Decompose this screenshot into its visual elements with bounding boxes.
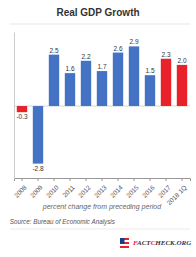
bar xyxy=(145,75,155,106)
data-label: 2.5 xyxy=(49,47,58,54)
x-tick-mark xyxy=(134,178,135,181)
bar xyxy=(177,65,187,106)
separator xyxy=(10,24,190,25)
x-tick: 2014 xyxy=(109,178,124,199)
flag-stripe xyxy=(120,244,129,246)
logo-flag xyxy=(120,238,129,248)
logo-part: HECK xyxy=(154,239,176,247)
bar xyxy=(113,53,123,106)
x-tick-label: 2016 xyxy=(141,183,156,198)
source: Source: Bureau of Economic Analysis xyxy=(10,218,116,226)
x-tick: 2018 1Q xyxy=(165,178,188,207)
x-tick-mark xyxy=(22,178,23,181)
data-label: 1.5 xyxy=(145,67,154,74)
x-tick-label: 2008 xyxy=(13,183,28,198)
bar xyxy=(17,106,27,112)
data-label: 2.9 xyxy=(129,38,138,45)
x-tick: 2013 xyxy=(93,178,108,199)
bar xyxy=(161,59,171,106)
x-tick: 2012 xyxy=(77,178,92,199)
x-axis-line xyxy=(15,179,191,182)
logo-part: .ORG xyxy=(175,239,192,247)
x-tick: 2010 xyxy=(45,178,60,199)
y-axis-line xyxy=(14,33,15,179)
data-label: 2.3 xyxy=(161,51,170,58)
x-tick-label: 2010 xyxy=(45,183,60,198)
data-label: 1.6 xyxy=(65,65,74,72)
data-label: 2.0 xyxy=(177,57,186,64)
bar xyxy=(81,61,91,106)
x-tick: 2016 xyxy=(141,178,156,199)
title: Real GDP Growth xyxy=(56,7,139,18)
x-tick-mark xyxy=(70,178,71,181)
chart-container: Real GDP Growth -0.3 -2.8 2.5 1.6 2.2 1.7 2.6 2.… xyxy=(0,0,196,257)
x-tick-label: 2009 xyxy=(29,183,44,198)
data-label: -0.3 xyxy=(16,113,28,120)
y-axis xyxy=(14,33,15,179)
data-labels: -0.3 -2.8 2.5 1.6 2.2 1.7 2.6 2.9 1.5 2.3 2.0 xyxy=(16,38,186,171)
bar xyxy=(65,73,75,106)
chart: Real GDP Growth -0.3 -2.8 2.5 1.6 2.2 1.7 2.6 2.… xyxy=(0,0,196,257)
bar xyxy=(129,46,139,106)
bar xyxy=(97,71,107,106)
x-tick-label: 2012 xyxy=(77,183,92,198)
x-tick-label: 2011 xyxy=(61,183,76,198)
x-tick-mark xyxy=(166,178,167,181)
bar xyxy=(33,106,43,164)
separator xyxy=(10,229,190,230)
data-label: 2.6 xyxy=(113,45,122,52)
x-tick-mark xyxy=(118,178,119,181)
x-tick-mark xyxy=(102,178,103,181)
logo-text: FACTCHECK.ORG xyxy=(133,239,191,247)
x-tick-mark xyxy=(54,178,55,181)
data-label: 2.2 xyxy=(81,53,90,60)
x-tick-label: 2013 xyxy=(93,183,108,198)
x-tick: 2008 xyxy=(13,178,28,199)
bars xyxy=(14,46,190,163)
logo-part: ACT xyxy=(136,239,151,247)
x-tick: 2011 xyxy=(61,178,76,199)
bar xyxy=(49,55,59,106)
x-tick-label: 2015 xyxy=(125,183,140,198)
x-tick: 2009 xyxy=(29,178,44,199)
flag-stripe xyxy=(120,246,129,248)
flag-canton xyxy=(120,238,125,244)
data-label: -2.8 xyxy=(32,165,44,172)
x-tick-mark xyxy=(150,178,151,181)
x-tick-label: 2018 1Q xyxy=(165,184,188,207)
plot: -0.3-2.82.51.62.21.72.62.91.52.32.020082… xyxy=(13,33,191,207)
x-tick-mark xyxy=(38,178,39,181)
x-tick-mark xyxy=(182,178,183,181)
x-tick-label: 2014 xyxy=(109,183,124,198)
x-tick: 2015 xyxy=(125,178,140,199)
data-label: 1.7 xyxy=(97,63,106,70)
x-axis-title: percent change from preceding period xyxy=(42,203,162,211)
x-tick-mark xyxy=(86,178,87,181)
